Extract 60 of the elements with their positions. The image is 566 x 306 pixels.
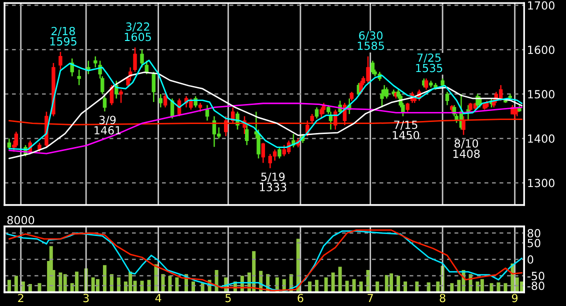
candlestick bbox=[119, 88, 123, 104]
candlestick bbox=[359, 80, 363, 95]
y-tick-label: -80 bbox=[527, 282, 544, 290]
x-tick-label: 7 bbox=[368, 294, 373, 302]
bar bbox=[345, 280, 349, 292]
candlestick bbox=[244, 124, 249, 146]
bar bbox=[324, 277, 328, 292]
bar bbox=[338, 266, 342, 292]
annotation: 2/18 1595 bbox=[50, 26, 76, 46]
candlestick bbox=[445, 91, 450, 106]
x-tick-label: 9 bbox=[512, 294, 518, 302]
bar bbox=[352, 279, 356, 292]
x-tick-label: 4 bbox=[155, 294, 162, 302]
y-tick-label: 1300 bbox=[528, 178, 554, 188]
bar bbox=[376, 282, 380, 292]
candlestick bbox=[314, 106, 319, 120]
annotation: 5/19 1333 bbox=[260, 172, 286, 192]
y2-tick-label: 8000 bbox=[7, 216, 34, 224]
candlestick bbox=[261, 142, 266, 164]
bar bbox=[490, 283, 494, 292]
y-tick-label: 50 bbox=[528, 238, 540, 248]
candlestick bbox=[158, 93, 162, 108]
bar bbox=[308, 282, 312, 292]
candlestick bbox=[86, 60, 90, 75]
candlestick bbox=[272, 148, 277, 162]
candlestick bbox=[370, 60, 375, 75]
annotation: 6/30 1585 bbox=[358, 31, 384, 50]
annotation: 8/10 1408 bbox=[453, 139, 480, 158]
candlestick bbox=[94, 56, 98, 68]
y-tick-label: 1500 bbox=[528, 90, 554, 98]
y-tick-label: -50 bbox=[527, 272, 544, 280]
annotation: 7/25 1535 bbox=[416, 53, 442, 72]
bar bbox=[331, 272, 335, 292]
x-tick-label: 2 bbox=[18, 294, 24, 302]
candlestick bbox=[102, 96, 107, 112]
y-tick-label: 0 bbox=[528, 255, 534, 264]
y-tick-label: 80 bbox=[528, 228, 540, 238]
annotation: 7/15 1450 bbox=[392, 120, 420, 140]
bar bbox=[480, 279, 484, 292]
y-tick-label: 1400 bbox=[528, 134, 554, 143]
bar bbox=[450, 283, 454, 292]
candlestick bbox=[163, 93, 168, 108]
candlestick bbox=[320, 106, 324, 120]
candlestick bbox=[140, 49, 144, 68]
bar bbox=[175, 277, 179, 292]
x-tick-label: 5 bbox=[226, 294, 231, 302]
x-tick-label: 6 bbox=[298, 294, 304, 302]
candlestick bbox=[133, 46, 137, 72]
candlestick bbox=[268, 153, 272, 169]
x-tick-label: 8 bbox=[440, 294, 446, 302]
bar bbox=[504, 283, 508, 292]
annotation: 3/9 1461 bbox=[94, 116, 121, 134]
candlestick bbox=[278, 146, 282, 160]
y-tick-label: 1700 bbox=[528, 1, 554, 10]
y-tick-label: 1600 bbox=[528, 46, 554, 54]
x-tick-label: 3 bbox=[83, 294, 89, 302]
bar bbox=[315, 280, 318, 292]
candlestick bbox=[462, 116, 466, 136]
annotation: 3/22 1605 bbox=[124, 22, 151, 42]
candlestick bbox=[152, 71, 156, 103]
